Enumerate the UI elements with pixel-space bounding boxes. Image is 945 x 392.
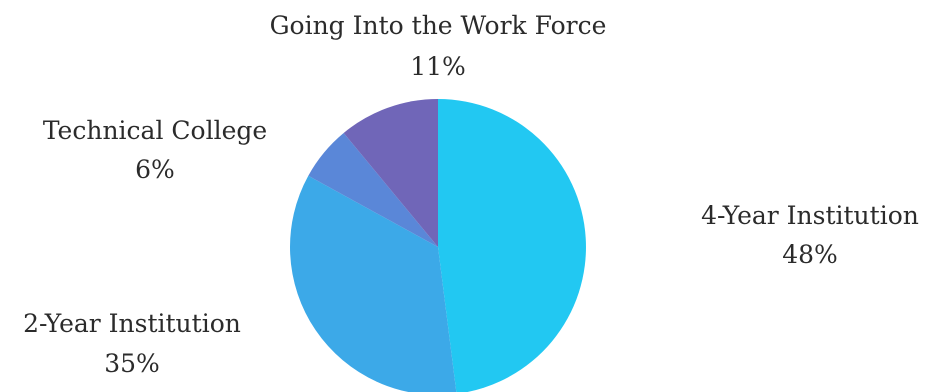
slice-value-going-into-the-work-force: 11% [410, 52, 466, 81]
pie-slice-going-into-the-work-force [343, 99, 438, 247]
pie-slice-2-year-institution [290, 175, 457, 392]
slice-value-4-year-institution: 48% [782, 240, 838, 269]
slice-value-technical-college: 6% [135, 155, 175, 184]
slice-label-4-year-institution: 4-Year Institution [701, 201, 919, 230]
slice-value-2-year-institution: 35% [104, 349, 160, 378]
data-labels: 4-Year Institution 48% 2-Year Institutio… [23, 11, 919, 378]
pie-slice-technical-college [308, 132, 438, 247]
slice-label-going-into-the-work-force: Going Into the Work Force [270, 11, 607, 40]
pie-slices [290, 99, 586, 392]
slice-label-2-year-institution: 2-Year Institution [23, 309, 241, 338]
pie-slice-4-year-institution [438, 99, 586, 392]
slice-label-technical-college: Technical College [43, 116, 267, 145]
